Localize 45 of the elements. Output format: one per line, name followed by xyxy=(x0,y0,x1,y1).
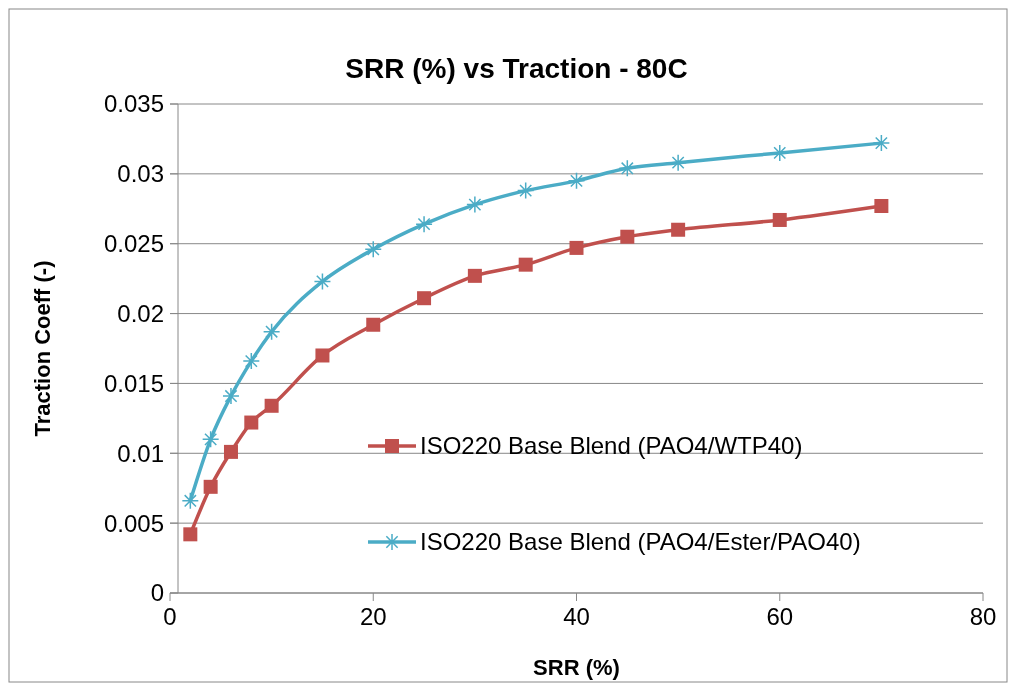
chart-title: SRR (%) vs Traction - 80C xyxy=(345,53,688,84)
point xyxy=(244,415,259,430)
y-tick-label: 0 xyxy=(150,579,164,607)
point xyxy=(315,348,330,363)
point xyxy=(313,272,332,291)
point xyxy=(620,229,635,244)
x-axis-title: SRR (%) xyxy=(533,655,620,680)
y-tick-label: 0.025 xyxy=(103,230,164,258)
point xyxy=(183,527,198,542)
point xyxy=(466,195,484,214)
y-axis-title: Traction Coeff (-) xyxy=(30,260,55,437)
x-tick-label: 60 xyxy=(766,603,794,630)
point xyxy=(569,240,584,255)
point xyxy=(222,387,240,405)
point xyxy=(618,159,637,178)
y-tick-label: 0.005 xyxy=(103,509,164,537)
point xyxy=(415,215,433,233)
x-tick-label: 40 xyxy=(563,603,590,630)
point xyxy=(181,492,200,510)
point xyxy=(467,268,482,283)
x-tick-label: 80 xyxy=(969,603,997,630)
point xyxy=(262,322,281,341)
y-tick-label: 0.01 xyxy=(117,439,164,467)
point xyxy=(264,398,279,413)
y-tick-label: 0.035 xyxy=(103,90,164,118)
point xyxy=(366,317,381,332)
y-tick-label: 0.03 xyxy=(117,160,164,188)
point xyxy=(242,352,261,370)
point xyxy=(417,291,432,306)
point xyxy=(223,444,238,459)
point xyxy=(874,198,889,213)
legend-label: ISO220 Base Blend (PAO4/Ester/PAO40) xyxy=(420,528,861,556)
point xyxy=(567,172,586,190)
point xyxy=(201,430,220,449)
x-tick-label: 20 xyxy=(359,603,387,630)
y-tick-label: 0.015 xyxy=(103,369,164,397)
point xyxy=(518,257,533,272)
point xyxy=(516,181,535,200)
point xyxy=(772,212,787,227)
point xyxy=(671,222,686,237)
point xyxy=(364,240,382,259)
point xyxy=(872,134,891,152)
point xyxy=(203,479,218,494)
legend-label: ISO220 Base Blend (PAO4/WTP40) xyxy=(420,432,803,460)
y-tick-label: 0.02 xyxy=(117,299,164,327)
